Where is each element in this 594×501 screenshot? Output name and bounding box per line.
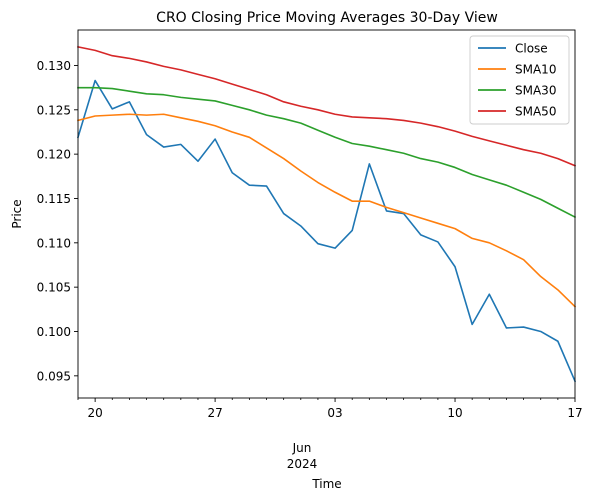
x-tick-label: 03 [327,406,342,420]
x-tick-label: 10 [447,406,462,420]
legend-label: SMA10 [515,63,556,77]
legend-frame [469,35,570,125]
series-line-sma30 [77,86,577,219]
series-line-close [77,79,577,383]
y-tick-label: 0.115 [37,192,71,206]
series-lines [77,45,577,383]
y-axis-ticks: 0.095 0.100 0.105 0.110 0.115 0.120 0.125 0.130 [37,59,78,383]
plot-frame [77,29,576,399]
y-tick-label: 0.105 [37,281,71,295]
y-axis-label: Price [10,199,24,228]
y-tick-label: 0.095 [37,369,71,383]
chart-title: CRO Closing Price Moving Averages 30-Day… [156,10,498,26]
x-axis-label: Time [311,477,341,491]
x-tick-label: 20 [87,406,102,420]
legend-label: SMA30 [515,84,556,98]
x-axis-ticks: 20 27 03 10 17 [77,398,583,420]
y-tick-label: 0.125 [37,103,71,117]
legend-label: Close [515,42,548,56]
x-tick-label: 27 [207,406,222,420]
legend-label: SMA50 [515,105,556,119]
y-tick-label: 0.120 [37,148,71,162]
y-tick-label: 0.100 [37,325,71,339]
y-tick-label: 0.130 [37,59,71,73]
series-line-sma10 [77,113,577,308]
x-tick-label: 17 [567,406,582,420]
x-month-label: Jun [292,441,312,455]
y-tick-label: 0.110 [37,236,71,250]
series-line-sma50 [77,45,577,167]
x-year-label: 2024 [287,457,318,471]
legend: Close SMA10 SMA30 SMA50 [469,35,570,125]
